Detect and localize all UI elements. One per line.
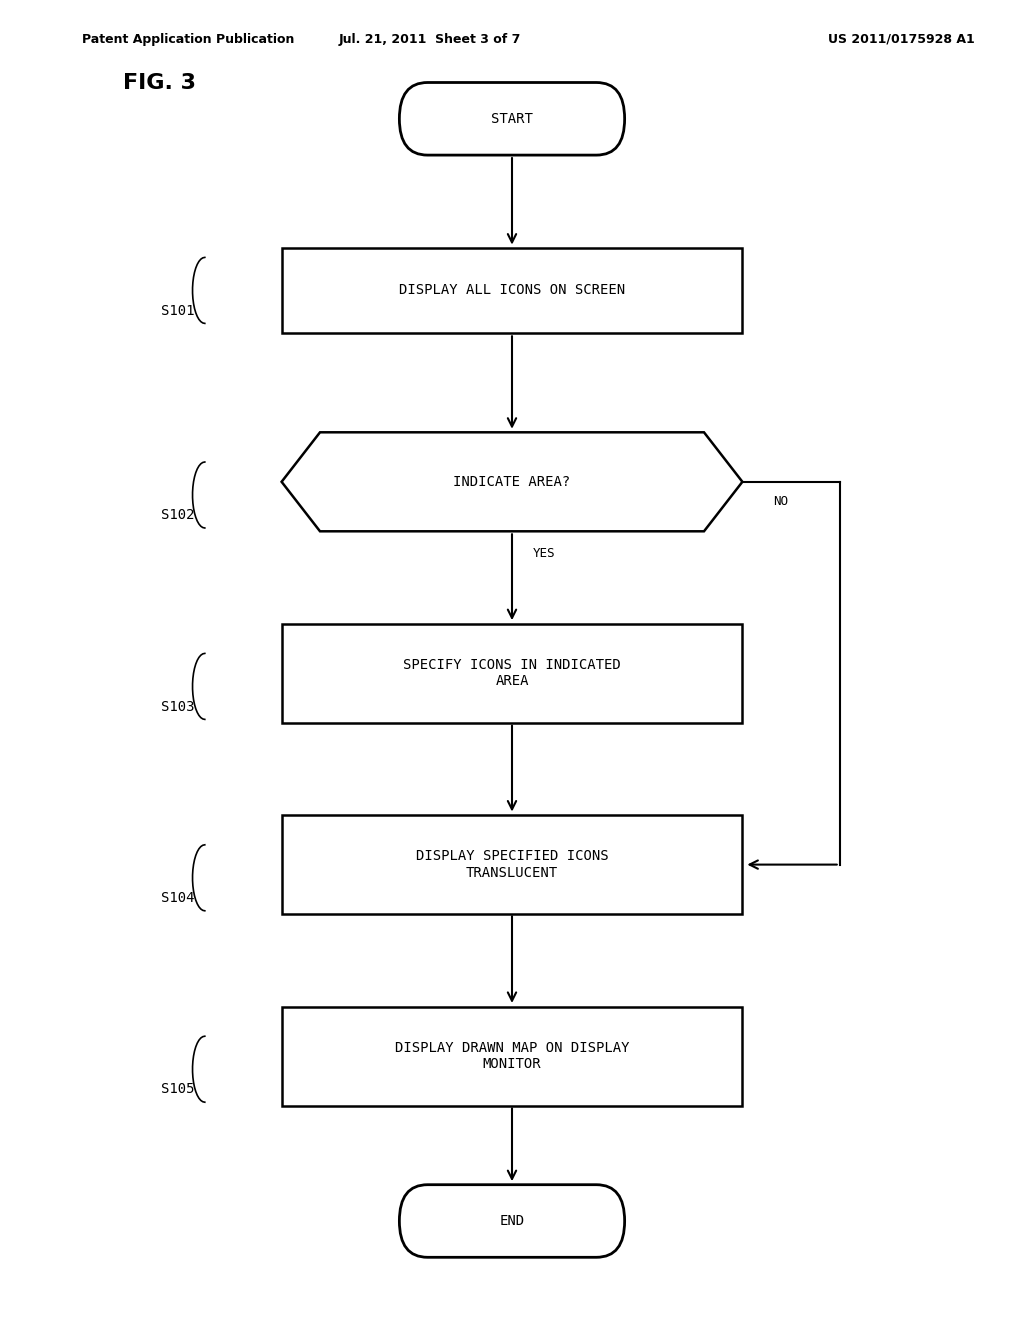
Text: S104: S104 (161, 891, 195, 906)
Polygon shape (282, 433, 742, 531)
Text: DISPLAY SPECIFIED ICONS
TRANSLUCENT: DISPLAY SPECIFIED ICONS TRANSLUCENT (416, 850, 608, 879)
Bar (282, 248, 742, 333)
Text: INDICATE AREA?: INDICATE AREA? (454, 475, 570, 488)
FancyBboxPatch shape (399, 82, 625, 154)
Text: DISPLAY ALL ICONS ON SCREEN: DISPLAY ALL ICONS ON SCREEN (399, 284, 625, 297)
Bar (282, 624, 742, 722)
Text: S101: S101 (161, 304, 195, 318)
Text: END: END (500, 1214, 524, 1228)
Text: US 2011/0175928 A1: US 2011/0175928 A1 (827, 33, 975, 46)
Text: START: START (492, 112, 532, 125)
Text: Jul. 21, 2011  Sheet 3 of 7: Jul. 21, 2011 Sheet 3 of 7 (339, 33, 521, 46)
Text: S103: S103 (161, 700, 195, 714)
Text: NO: NO (773, 495, 788, 508)
Text: Patent Application Publication: Patent Application Publication (82, 33, 294, 46)
FancyBboxPatch shape (399, 1185, 625, 1257)
Text: S105: S105 (161, 1082, 195, 1097)
Text: S102: S102 (161, 508, 195, 523)
Text: DISPLAY DRAWN MAP ON DISPLAY
MONITOR: DISPLAY DRAWN MAP ON DISPLAY MONITOR (394, 1041, 630, 1071)
Bar (282, 1006, 742, 1106)
Text: YES: YES (532, 546, 555, 560)
Bar (282, 814, 742, 913)
Text: SPECIFY ICONS IN INDICATED
AREA: SPECIFY ICONS IN INDICATED AREA (403, 659, 621, 688)
Text: FIG. 3: FIG. 3 (123, 73, 196, 92)
